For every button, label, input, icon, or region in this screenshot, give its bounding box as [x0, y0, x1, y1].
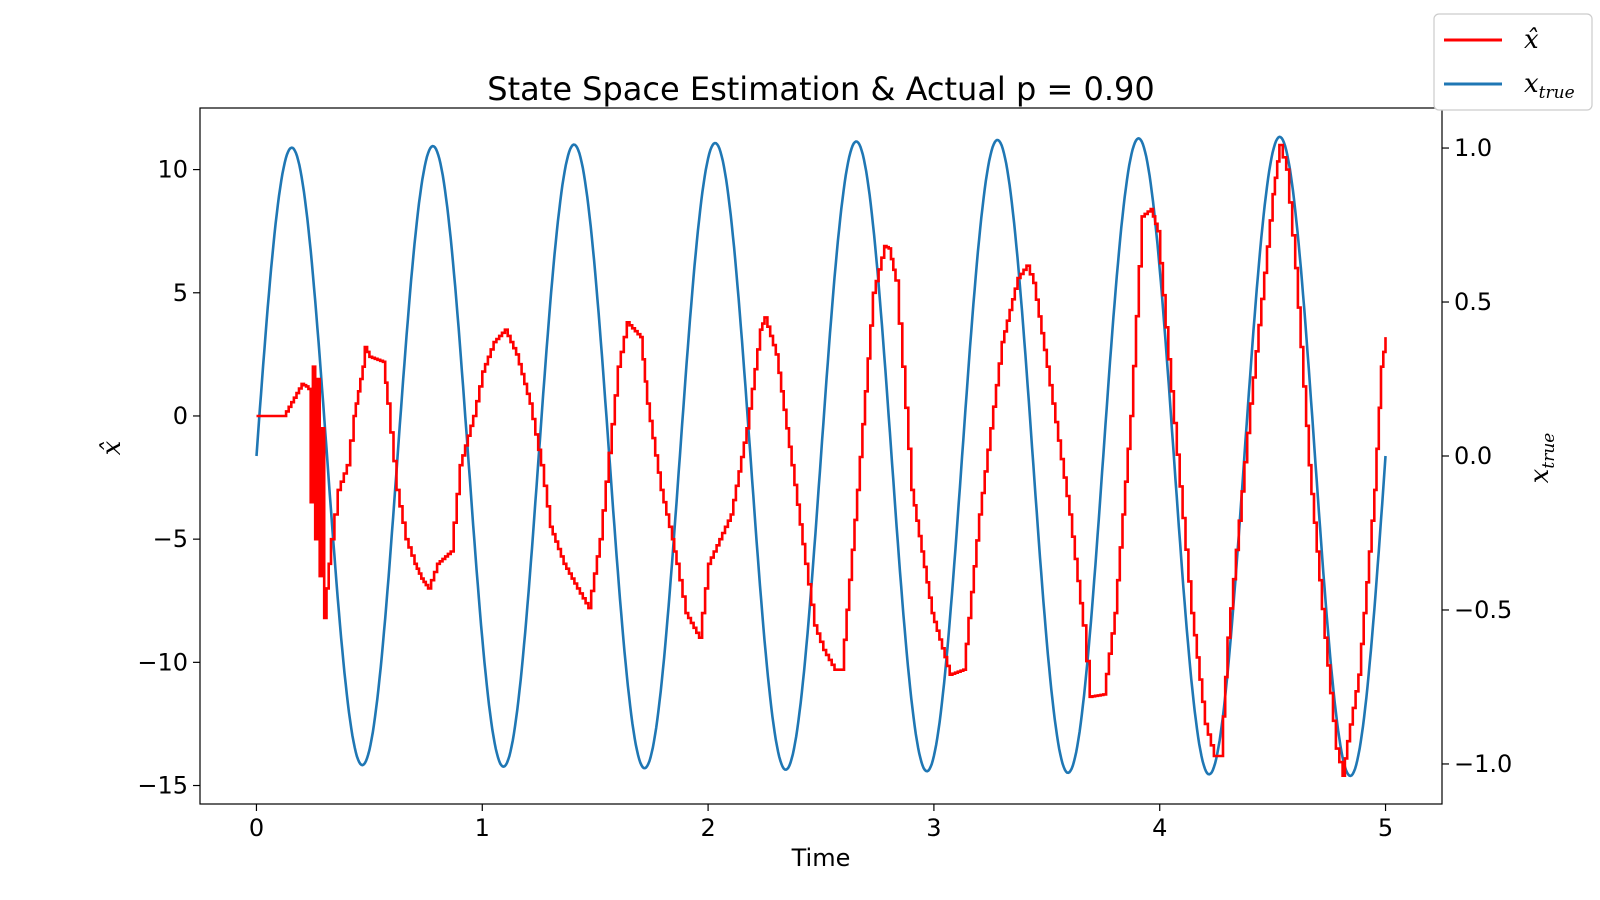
- x-tick-label: 4: [1152, 814, 1167, 842]
- right-y-tick-label: 1.0: [1454, 134, 1492, 162]
- x-tick-label: 2: [700, 814, 715, 842]
- left-y-tick-label: 5: [173, 279, 188, 307]
- x-tick-label: 1: [475, 814, 490, 842]
- left-y-tick-label: −10: [137, 648, 188, 676]
- legend-label-xhat: x̂: [1524, 25, 1539, 55]
- x-tick-label: 0: [249, 814, 264, 842]
- legend-label-xtrue-sub: true: [1539, 83, 1575, 103]
- right-y-tick-label: 0.5: [1454, 288, 1492, 316]
- left-y-tick-label: −5: [153, 525, 188, 553]
- legend-label-xtrue: xtrue: [1524, 69, 1575, 103]
- left-y-tick-label: −15: [137, 772, 188, 800]
- right-y-axis-label-sub: true: [1539, 433, 1559, 469]
- chart-title: State Space Estimation & Actual p = 0.90: [487, 70, 1154, 108]
- left-y-tick-label: 10: [157, 156, 188, 184]
- right-y-tick-label: −1.0: [1454, 750, 1512, 778]
- left-y-axis-label: x̂: [97, 440, 127, 455]
- plot-area: [199, 107, 1443, 805]
- right-y-tick-label: 0.0: [1454, 442, 1492, 470]
- x-axis-label: Time: [791, 844, 851, 872]
- legend-box: [1433, 13, 1593, 111]
- x-tick-label: 5: [1378, 814, 1393, 842]
- left-y-axis-ticks: 10 5 0 −5 −10 −15: [137, 156, 200, 800]
- right-y-tick-label: −0.5: [1454, 596, 1512, 624]
- x-axis-ticks: 0 1 2 3 4 5: [249, 804, 1393, 842]
- x-tick-label: 3: [926, 814, 941, 842]
- legend: x̂ xtrue: [1433, 13, 1593, 111]
- legend-label-xtrue-base: x: [1524, 69, 1539, 99]
- right-y-axis-label: xtrue: [1525, 433, 1559, 484]
- right-y-axis-label-base: x: [1525, 468, 1555, 483]
- left-y-tick-label: 0: [173, 402, 188, 430]
- right-y-axis-ticks: 1.0 0.5 0.0 −0.5 −1.0: [1442, 134, 1512, 778]
- series-line-xhat: [256, 143, 1387, 777]
- series-layer: [255, 135, 1387, 778]
- series-line-xtrue: [255, 135, 1387, 778]
